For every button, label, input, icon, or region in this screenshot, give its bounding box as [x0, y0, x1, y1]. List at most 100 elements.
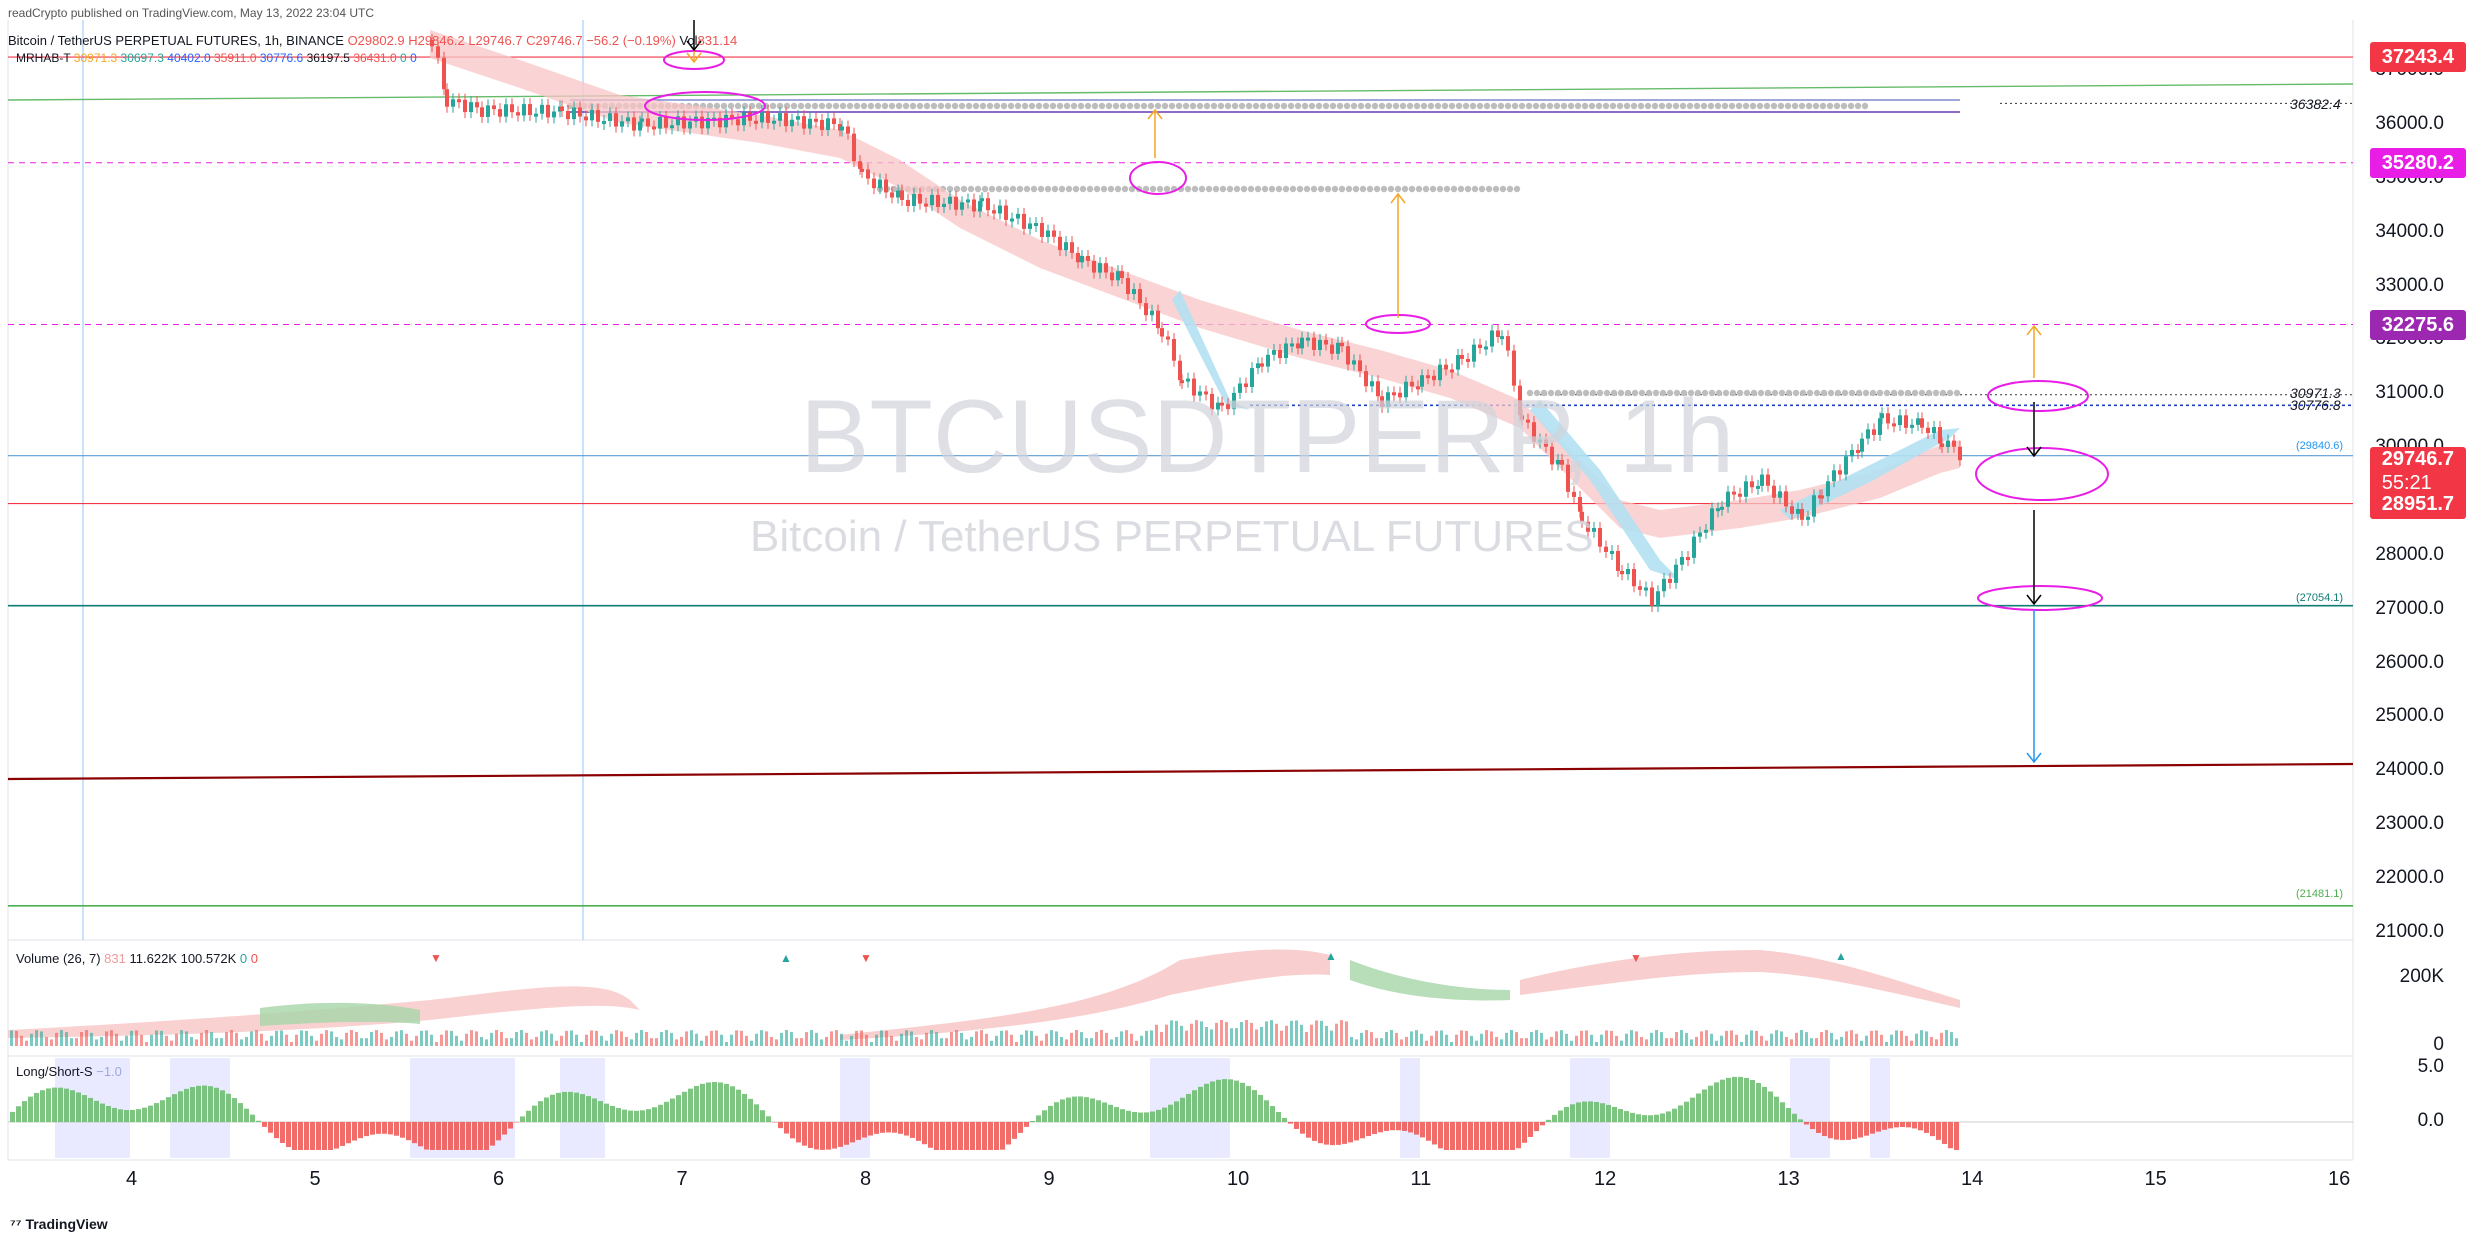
candle-body: [1656, 591, 1660, 607]
volume-bar: [250, 1031, 253, 1046]
volume-bar: [135, 1030, 138, 1046]
grey-dots-36300-dot: [1616, 102, 1624, 110]
ls-bar-long: [568, 1091, 573, 1122]
ls-bar-long: [1168, 1104, 1173, 1122]
price-tick: 26000.0: [2375, 651, 2444, 673]
volume-bar: [1405, 1036, 1408, 1046]
volume-signal-3: ▼: [860, 951, 872, 965]
candle-body: [1058, 236, 1062, 251]
volume-bar: [1430, 1035, 1433, 1046]
arrow-black-top: [686, 20, 702, 52]
grey-dots-35000-dot: [1240, 185, 1248, 193]
grey-dots-36300-dot: [1189, 102, 1197, 110]
candle-body: [498, 109, 502, 117]
volume-val-1: 831: [104, 951, 126, 966]
volume-bar: [1695, 1036, 1698, 1046]
grey-dots-36300-dot: [874, 102, 882, 110]
symbol-name[interactable]: Bitcoin / TetherUS PERPETUAL FUTURES, 1h…: [8, 33, 344, 48]
candle-body: [1250, 368, 1254, 387]
ls-bar-long: [682, 1091, 687, 1122]
indicator-line[interactable]: MRHAB-T 30971.3 30697.3 40402.0 35911.0 …: [16, 51, 417, 65]
grey-dots-36300-dot: [867, 102, 875, 110]
volume-bar: [1860, 1040, 1863, 1046]
grey-dots-36300-dot: [1049, 102, 1057, 110]
candle-body: [1538, 439, 1542, 443]
candle-body: [658, 116, 662, 129]
volume-bar: [1710, 1033, 1713, 1046]
ls-bar-short: [934, 1122, 939, 1150]
grey-dots-36300-dot: [1504, 102, 1512, 110]
candle-body: [846, 126, 850, 134]
ls-bar-long: [1216, 1079, 1221, 1122]
ls-bar-short: [1894, 1122, 1899, 1128]
grey-dots-36300-dot: [1294, 102, 1302, 110]
volume-bar: [690, 1030, 693, 1046]
tradingview-icon: ⁷⁷: [10, 1216, 22, 1232]
ls-bar-short: [352, 1122, 357, 1141]
ls-bar-long: [1750, 1079, 1755, 1122]
volume-bar: [710, 1030, 713, 1046]
volume-bar: [1505, 1032, 1508, 1046]
volume-pane-title[interactable]: Volume (26, 7) 831 11.622K 100.572K 0 0: [16, 951, 258, 966]
volume-bar: [205, 1030, 208, 1046]
ls-bar-short: [388, 1122, 393, 1135]
volume-bar: [450, 1030, 453, 1046]
grey-dots-31000-dot: [1596, 389, 1604, 397]
volume-bar: [85, 1030, 88, 1046]
volume-bar: [1955, 1038, 1958, 1046]
candle-body: [936, 194, 940, 207]
ls-pane-title[interactable]: Long/Short-S −1.0: [16, 1064, 122, 1079]
grey-dots-35000-dot: [1016, 185, 1024, 193]
grey-dots-36300-dot: [1343, 102, 1351, 110]
volume-bar: [1535, 1030, 1538, 1046]
grey-dots-31000-dot: [1890, 389, 1898, 397]
candle-body: [1952, 440, 1956, 447]
candle-body: [1432, 375, 1436, 381]
volume-bar: [1155, 1024, 1158, 1046]
volume-bar: [320, 1033, 323, 1046]
ls-bar-short: [1828, 1122, 1833, 1139]
volume-val-5: 0: [250, 951, 258, 966]
grey-dots-35000-dot: [1303, 185, 1311, 193]
grey-dots-36300-dot: [1161, 102, 1169, 110]
volume-bar: [1805, 1032, 1808, 1046]
volume-bar: [1590, 1034, 1593, 1046]
ohlc-high: H29846.2: [408, 33, 465, 48]
volume-bar: [280, 1030, 283, 1046]
volume-val-3: 100.572K: [180, 951, 237, 966]
volume-bar: [1810, 1038, 1813, 1046]
ls-bar-short: [478, 1122, 483, 1150]
volume-bar: [610, 1033, 613, 1046]
volume-bar: [1585, 1030, 1588, 1046]
candle-body: [1386, 392, 1390, 407]
volume-bar: [1135, 1040, 1138, 1046]
volume-bar: [920, 1039, 923, 1046]
grey-dots-31000-dot: [1582, 389, 1590, 397]
ls-bar-long: [1054, 1102, 1059, 1122]
ls-bar-short: [424, 1122, 429, 1150]
grey-dots-35000-dot: [1450, 185, 1458, 193]
grey-dots-31000-dot: [1722, 389, 1730, 397]
volume-bar: [1485, 1030, 1488, 1046]
volume-bar: [1565, 1033, 1568, 1046]
candle-body: [1104, 263, 1108, 273]
candle-body: [718, 117, 722, 128]
volume-bar: [1735, 1034, 1738, 1046]
grey-dots-36300-dot: [1364, 102, 1372, 110]
tradingview-logo: ⁷⁷ TradingView: [10, 1216, 108, 1232]
ls-bar-short: [916, 1122, 921, 1141]
grey-dots-36300-dot: [1798, 102, 1806, 110]
ls-bar-short: [1924, 1122, 1929, 1133]
volume-bar: [1935, 1039, 1938, 1046]
candle-body: [960, 202, 964, 210]
price-tag: 35280.2: [2369, 147, 2466, 178]
volume-bar: [1875, 1030, 1878, 1046]
grey-dots-36300-dot: [1350, 102, 1358, 110]
candle-body: [1186, 378, 1190, 382]
volume-bar: [270, 1035, 273, 1046]
ls-bar-long: [592, 1098, 597, 1122]
candle-body: [1550, 446, 1554, 465]
ls-bar-long: [1588, 1101, 1593, 1122]
candle-body: [1778, 491, 1782, 498]
